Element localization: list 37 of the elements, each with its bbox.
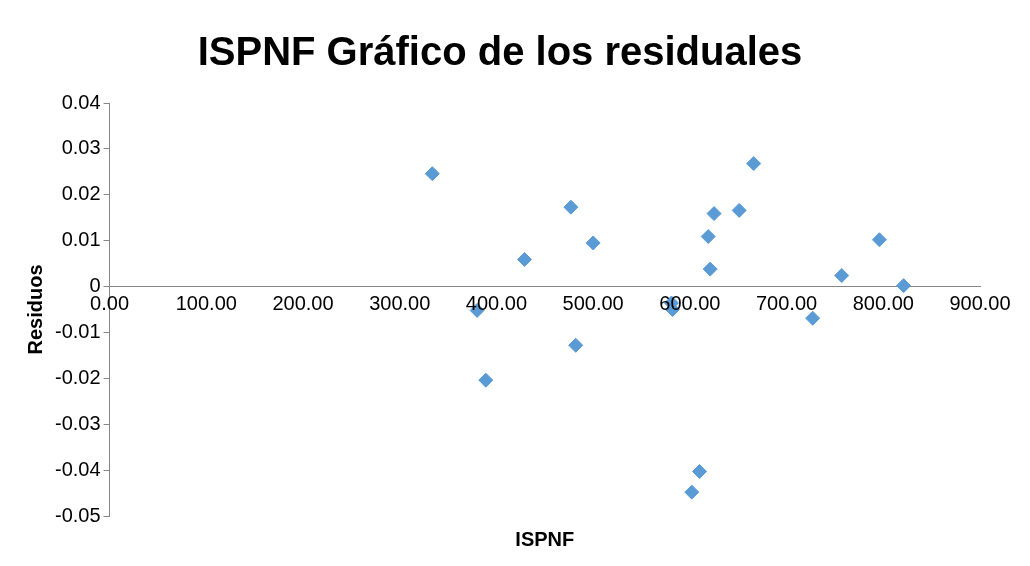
point [516,251,532,267]
point [834,268,850,284]
x-tick-label: 700.00 [755,292,818,315]
point [706,206,722,222]
point [563,199,579,215]
y-tick-label: -0.03 [54,411,101,434]
y-tick-label: 0.01 [61,228,101,251]
point [684,484,700,500]
point [568,337,584,353]
point [731,202,747,218]
x-tick-label: 900.00 [949,292,1011,315]
y-tick-label: 0.04 [61,90,101,113]
y-tick-label: -0.04 [54,457,101,480]
point [478,372,494,388]
x-tick-label: 500.00 [562,292,624,315]
point [805,310,821,326]
x-axis-title: ISPNF [515,527,575,550]
x-tick-label: 400.00 [465,292,528,315]
point [871,232,887,248]
point [585,235,601,251]
point [896,278,912,294]
y-tick-label: -0.05 [54,503,101,526]
x-tick-label: 100.00 [175,292,237,315]
x-tick-label: 200.00 [272,292,334,315]
point [692,463,708,479]
y-tick-label: 0.02 [61,182,101,205]
point [424,166,440,182]
point [702,261,718,277]
point [746,156,762,172]
y-tick-label: -0.02 [54,365,101,388]
y-tick-label: 0.03 [61,136,101,159]
y-axis-title: Residuos [23,264,46,355]
y-tick-label: -0.01 [54,319,101,342]
point [700,229,716,245]
x-tick-label: 300.00 [369,292,431,315]
chart-title: ISPNF Gráfico de los residuales [197,29,803,74]
x-tick-label: 800.00 [852,292,914,315]
